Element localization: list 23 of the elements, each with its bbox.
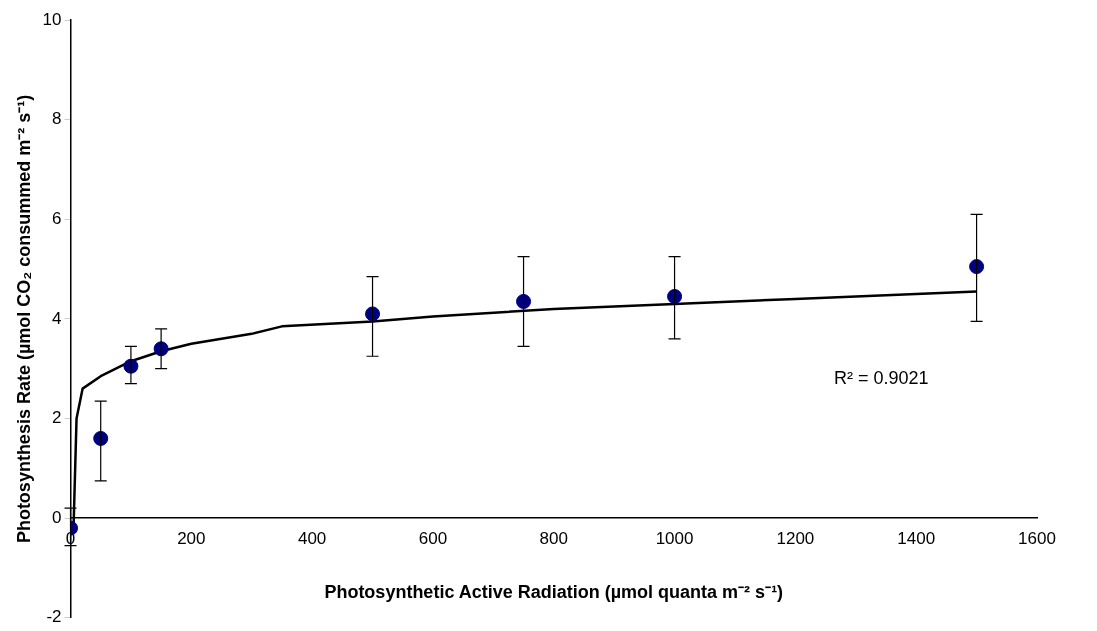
point bbox=[969, 259, 985, 275]
y-tick-label: 10 bbox=[42, 9, 62, 29]
x-tick-label: 1200 bbox=[776, 529, 815, 549]
point bbox=[365, 306, 381, 322]
x-tick-label: 200 bbox=[177, 529, 206, 549]
y-tick-label: 4 bbox=[52, 308, 62, 328]
x-tick-label: 1400 bbox=[897, 529, 936, 549]
y-tick-label: 2 bbox=[52, 408, 62, 428]
point bbox=[93, 430, 109, 446]
point bbox=[667, 288, 683, 304]
annotation: R² = 0.9021 bbox=[834, 367, 929, 388]
x-tick-label: 800 bbox=[539, 529, 568, 549]
x-tick-label: 1600 bbox=[1018, 529, 1056, 549]
y-axis-title: Photosynthesis Rate (µmol CO₂ consummed m⁻² s⁻¹) bbox=[13, 94, 34, 544]
x-tick-label: 400 bbox=[297, 529, 327, 549]
x-tick-label: 1000 bbox=[655, 529, 694, 549]
x-axis-title: Photosynthetic Active Radiation (µmol quanta m⁻² s⁻¹) bbox=[324, 582, 784, 603]
y-tick-label: 6 bbox=[52, 208, 62, 228]
y-tick-label: 0 bbox=[52, 507, 62, 527]
point bbox=[516, 293, 532, 309]
y-tick-label: -2 bbox=[46, 607, 62, 627]
x-tick-label: 600 bbox=[418, 529, 448, 549]
y-tick-label: 8 bbox=[52, 109, 62, 129]
